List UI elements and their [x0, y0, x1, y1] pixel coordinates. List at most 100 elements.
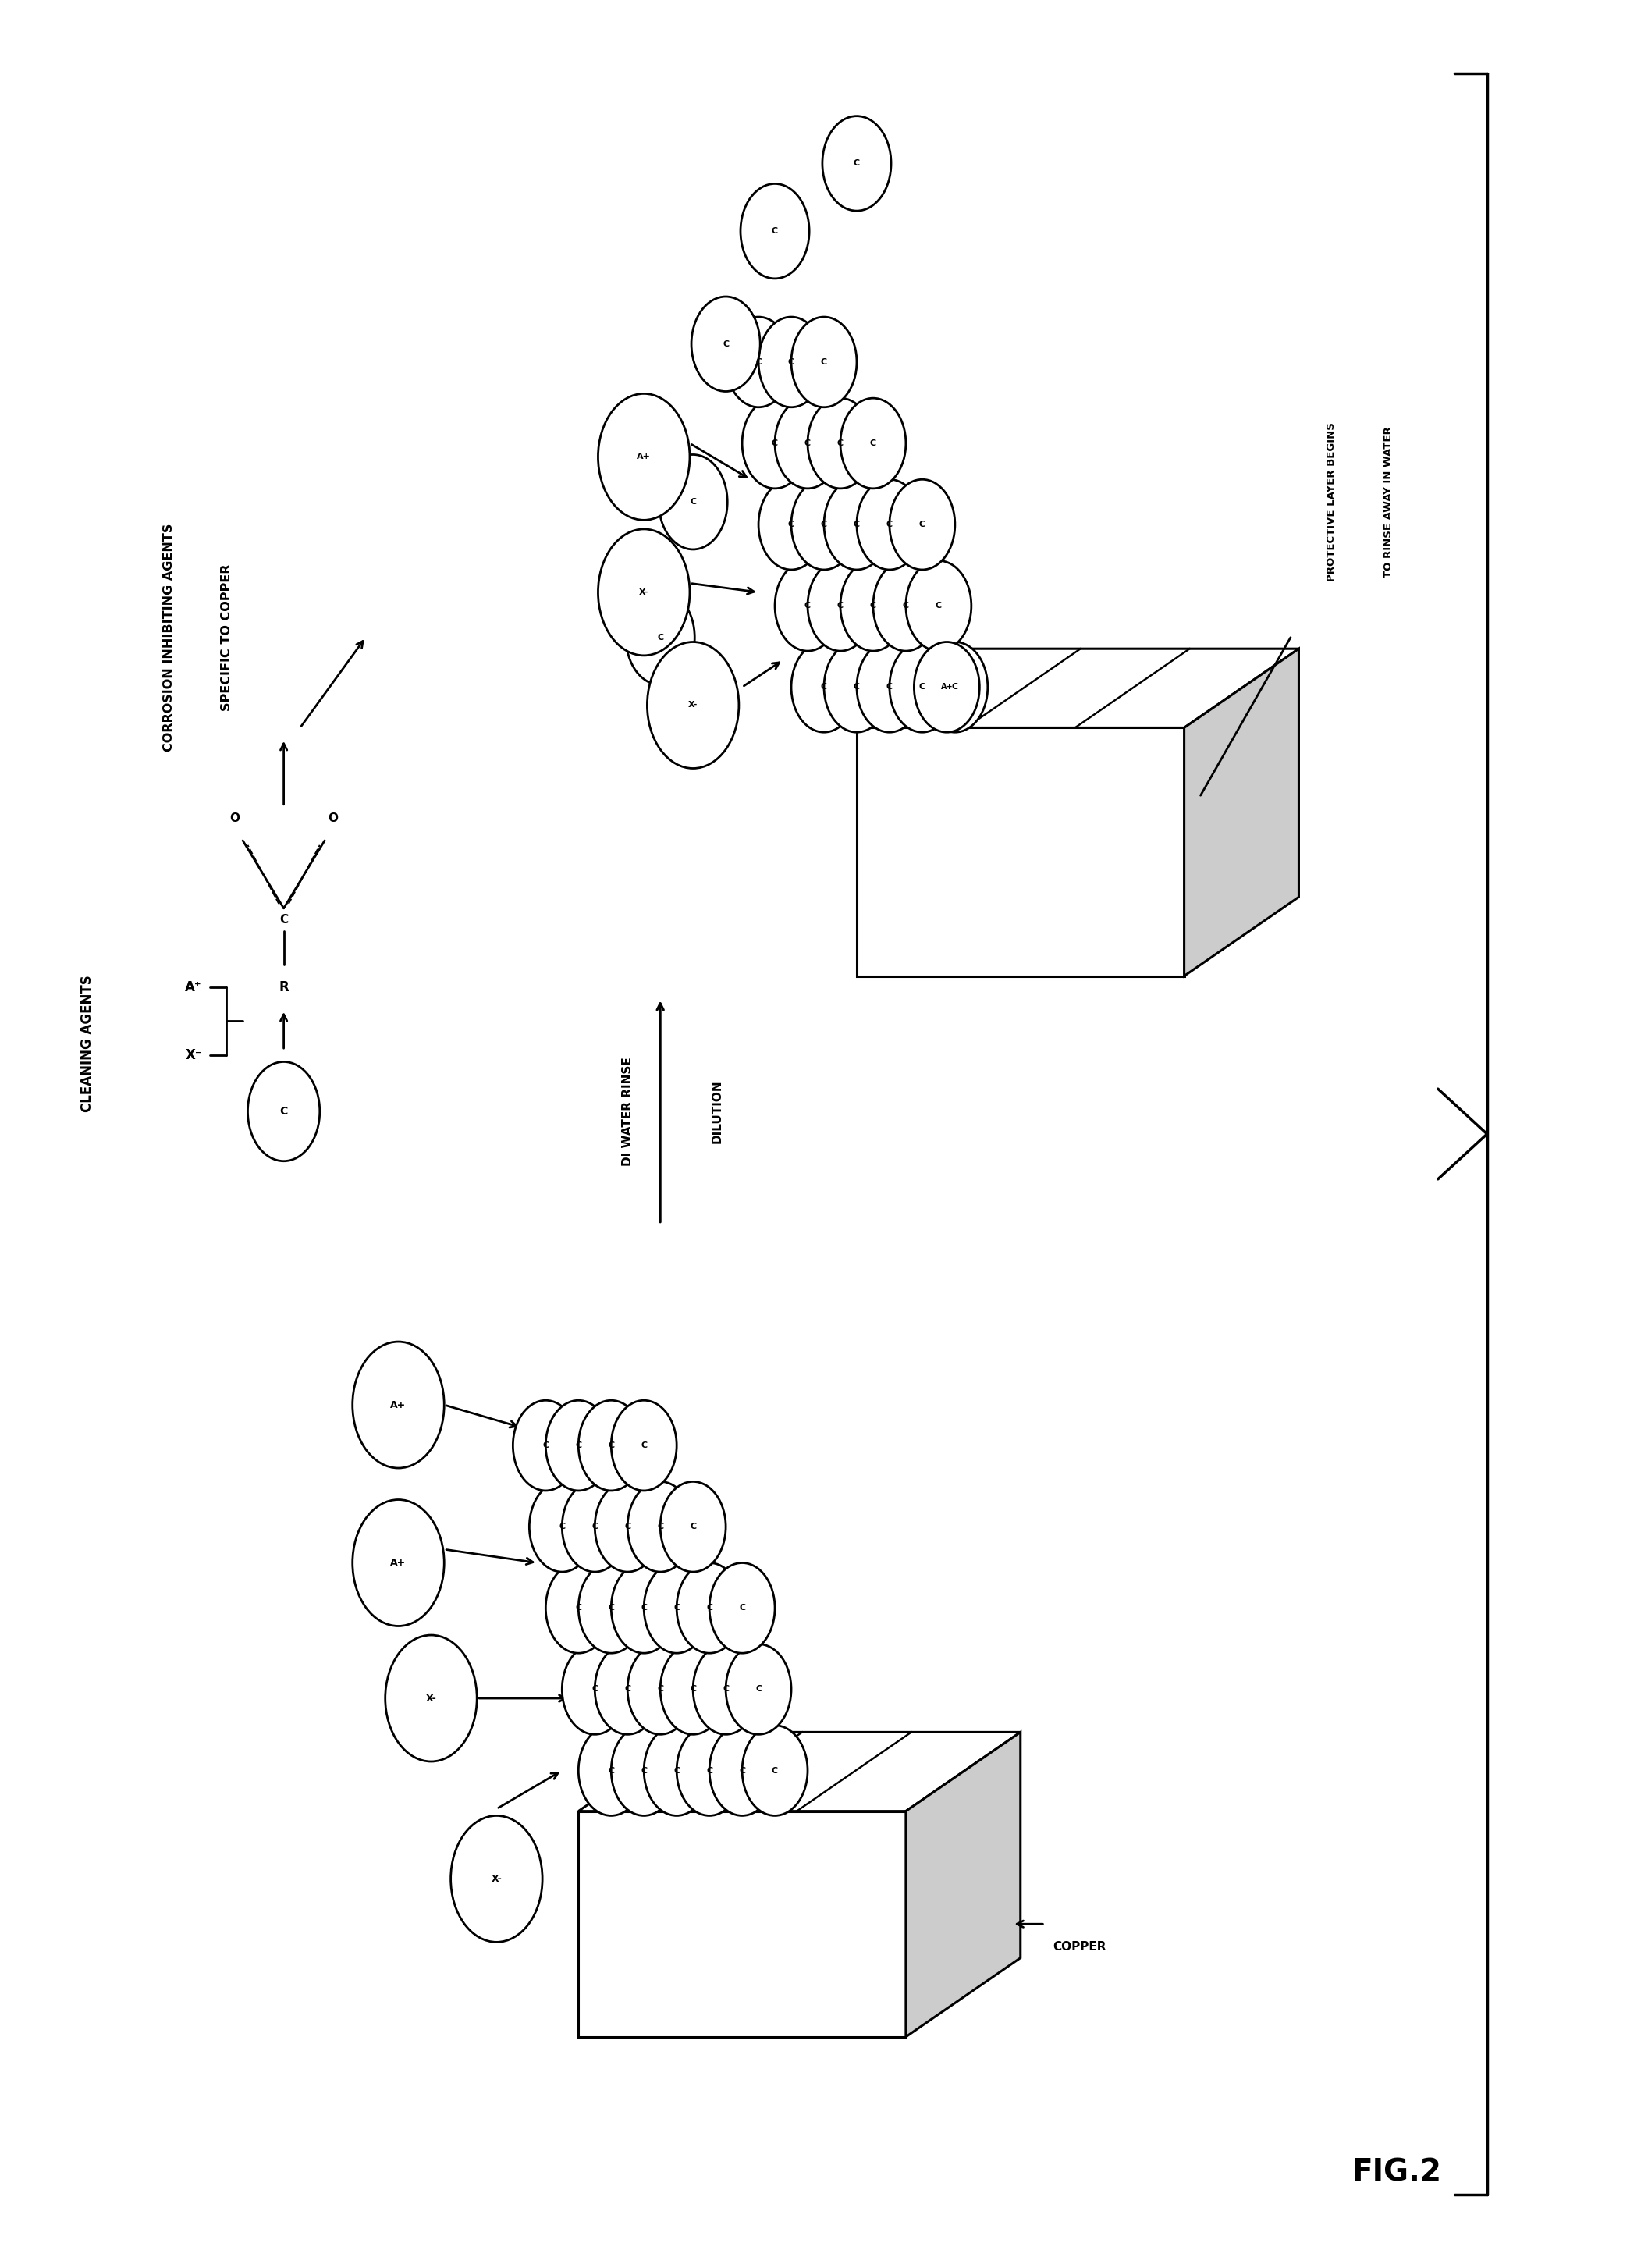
Text: C: C — [691, 499, 695, 506]
Text: C: C — [821, 522, 827, 528]
Text: C: C — [722, 340, 728, 347]
Text: CLEANING AGENTS: CLEANING AGENTS — [81, 975, 94, 1111]
Circle shape — [857, 642, 923, 733]
Circle shape — [562, 1644, 628, 1735]
Text: C: C — [707, 1603, 712, 1613]
Text: C: C — [870, 601, 877, 610]
Text: C: C — [887, 522, 893, 528]
Text: C: C — [755, 358, 761, 365]
Circle shape — [822, 116, 892, 211]
Text: C: C — [821, 358, 827, 365]
Circle shape — [915, 642, 979, 733]
Text: C: C — [738, 1767, 745, 1774]
Text: A+: A+ — [391, 1558, 407, 1567]
Text: X-: X- — [491, 1873, 503, 1885]
Circle shape — [709, 1726, 775, 1817]
Text: FIG.2: FIG.2 — [1351, 2157, 1442, 2186]
Text: DI WATER RINSE: DI WATER RINSE — [621, 1057, 633, 1166]
Circle shape — [247, 1061, 320, 1161]
Circle shape — [578, 1726, 644, 1817]
Circle shape — [545, 1399, 611, 1490]
Circle shape — [791, 642, 857, 733]
Circle shape — [529, 1481, 595, 1572]
Circle shape — [740, 184, 809, 279]
Circle shape — [775, 399, 840, 488]
Text: A+: A+ — [941, 683, 953, 692]
Text: X-: X- — [425, 1694, 437, 1703]
Text: C: C — [691, 1522, 695, 1531]
Text: X-: X- — [639, 587, 649, 596]
Text: C: C — [641, 1767, 648, 1774]
Circle shape — [595, 1644, 661, 1735]
Text: C: C — [658, 1522, 664, 1531]
Circle shape — [661, 1644, 725, 1735]
Text: DILUTION: DILUTION — [712, 1080, 723, 1143]
Text: C: C — [722, 1685, 728, 1694]
Text: C: C — [658, 633, 664, 642]
Text: C: C — [625, 1522, 631, 1531]
Text: C: C — [903, 601, 910, 610]
Circle shape — [595, 1481, 661, 1572]
Circle shape — [648, 642, 738, 769]
Text: C: C — [575, 1603, 582, 1613]
Text: C: C — [887, 683, 893, 692]
Text: COPPER: COPPER — [1053, 1941, 1107, 1953]
Text: SPECIFIC TO COPPER: SPECIFIC TO COPPER — [221, 565, 232, 710]
Circle shape — [808, 399, 873, 488]
Text: C: C — [559, 1522, 565, 1531]
Circle shape — [644, 1726, 709, 1817]
Text: C: C — [804, 601, 811, 610]
Circle shape — [545, 1563, 611, 1653]
Circle shape — [725, 318, 791, 408]
Text: C: C — [738, 1603, 745, 1613]
Polygon shape — [857, 649, 1299, 728]
Text: C: C — [575, 1442, 582, 1449]
Text: C: C — [542, 1442, 549, 1449]
Circle shape — [353, 1499, 445, 1626]
Circle shape — [791, 479, 857, 569]
Circle shape — [578, 1399, 644, 1490]
Text: C: C — [854, 159, 860, 168]
Text: O: O — [328, 812, 338, 823]
Circle shape — [626, 590, 695, 685]
Text: C: C — [592, 1522, 598, 1531]
Text: C: C — [788, 522, 794, 528]
Text: TO RINSE AWAY IN WATER: TO RINSE AWAY IN WATER — [1384, 426, 1394, 578]
Circle shape — [873, 560, 939, 651]
Circle shape — [824, 479, 890, 569]
Circle shape — [890, 479, 954, 569]
Circle shape — [906, 560, 971, 651]
Text: C: C — [608, 1603, 615, 1613]
Text: C: C — [641, 1442, 648, 1449]
Text: O: O — [229, 812, 239, 823]
Circle shape — [598, 395, 691, 519]
Text: C: C — [608, 1442, 615, 1449]
Polygon shape — [906, 1733, 1020, 2037]
Text: C: C — [592, 1685, 598, 1694]
Circle shape — [692, 297, 760, 392]
Text: C: C — [837, 440, 844, 447]
Text: C: C — [280, 1107, 288, 1116]
Text: PROTECTIVE LAYER BEGINS: PROTECTIVE LAYER BEGINS — [1327, 422, 1337, 581]
Circle shape — [659, 454, 727, 549]
Circle shape — [775, 560, 840, 651]
Text: C: C — [280, 914, 288, 925]
Text: C: C — [920, 522, 926, 528]
Circle shape — [611, 1399, 677, 1490]
Text: C: C — [771, 440, 778, 447]
Text: A+: A+ — [391, 1399, 407, 1411]
Circle shape — [661, 1481, 725, 1572]
Text: C: C — [641, 1603, 648, 1613]
Text: C: C — [936, 601, 941, 610]
Text: C: C — [870, 440, 877, 447]
Circle shape — [353, 1343, 445, 1467]
Circle shape — [598, 528, 691, 655]
Circle shape — [758, 318, 824, 408]
Text: A⁺: A⁺ — [185, 980, 203, 993]
Text: C: C — [920, 683, 926, 692]
Polygon shape — [578, 1812, 906, 2037]
Circle shape — [725, 1644, 791, 1735]
Polygon shape — [857, 728, 1185, 975]
Circle shape — [644, 1563, 709, 1653]
Text: C: C — [608, 1767, 615, 1774]
